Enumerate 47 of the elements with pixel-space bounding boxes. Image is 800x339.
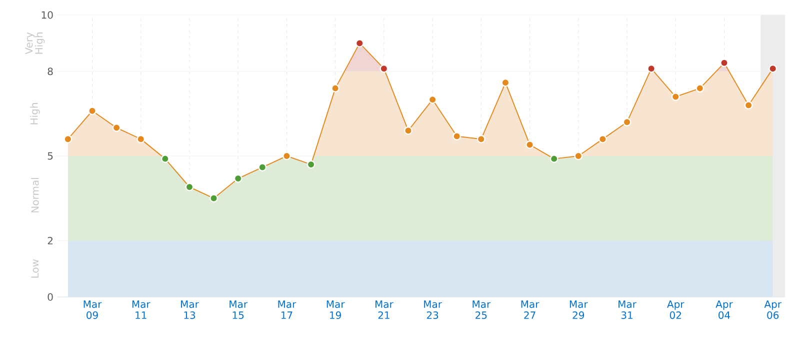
band-label: Very High [25, 32, 45, 54]
x-tick-label: Mar 25 [472, 300, 491, 319]
point [452, 132, 462, 140]
x-tick-label: Mar 19 [326, 300, 345, 319]
x-tick-label: Mar 23 [424, 300, 442, 319]
point [185, 182, 194, 192]
point [282, 152, 291, 160]
band-label: Low [31, 259, 39, 278]
point [258, 163, 267, 172]
point [331, 84, 340, 93]
point [234, 174, 242, 183]
point [696, 84, 704, 93]
y-tick-label: 0 [48, 293, 53, 301]
point [476, 134, 486, 144]
point [574, 152, 583, 160]
x-tick-label: Apr 06 [764, 300, 782, 319]
x-tick-label: Mar 31 [618, 300, 636, 319]
x-tick-label: Apr 04 [716, 300, 733, 319]
y-tick-label: 8 [48, 68, 53, 76]
x-tick-label: Mar 21 [375, 300, 394, 319]
x-tick-label: Mar 09 [84, 300, 102, 319]
band-label: Normal [31, 178, 39, 212]
x-tick-label: Mar 17 [278, 300, 296, 319]
point [306, 160, 316, 169]
point [768, 64, 778, 73]
x-tick-label: Apr 02 [667, 300, 684, 319]
point [88, 106, 96, 116]
x-tick-label: Mar 27 [521, 300, 540, 319]
y-tick-label: 5 [48, 152, 53, 160]
band-label: High [30, 103, 40, 124]
point [112, 124, 121, 132]
point [64, 134, 72, 144]
point [622, 118, 632, 126]
x-tick-label: Mar 29 [570, 300, 588, 319]
point [744, 101, 753, 110]
point [160, 154, 170, 164]
point [526, 140, 534, 149]
point [210, 194, 218, 202]
point [671, 92, 680, 101]
point [404, 126, 412, 135]
y-tick-label: 10 [42, 11, 53, 19]
point [720, 58, 728, 68]
x-tick-label: Mar 15 [230, 300, 248, 319]
x-tick-label: Mar 13 [181, 300, 199, 319]
point [550, 154, 558, 164]
x-tick-label: Mar 11 [132, 300, 150, 319]
y-tick-label: 2 [48, 236, 52, 244]
